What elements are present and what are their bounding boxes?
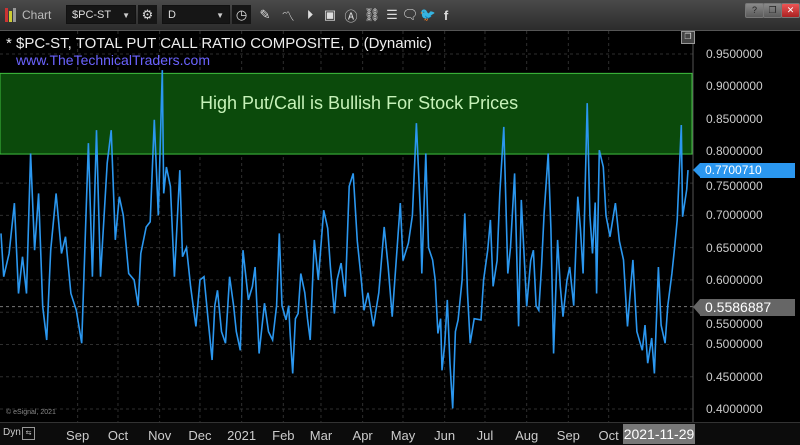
symbol-dropdown[interactable]: $PC-ST ▼ [66, 5, 136, 24]
y-tick-label: 0.5000000 [706, 337, 763, 352]
alert-icon[interactable]: Ⓐ [344, 8, 358, 24]
reference-value-label: 0.5586887 [693, 298, 795, 316]
y-tick-label: 0.6000000 [706, 272, 763, 287]
list-edit-icon[interactable]: ☰ [386, 7, 398, 22]
website-label: www.TheTechnicalTraders.com [16, 52, 210, 68]
annotation-text: High Put/Call is Bullish For Stock Price… [200, 93, 519, 113]
x-tick-label: May [390, 428, 416, 443]
reference-value-text: 0.5586887 [705, 298, 772, 315]
link-settings-icon: ⚙ [141, 6, 154, 22]
symbol-value: $PC-ST [72, 9, 112, 21]
y-tick-label: 0.6500000 [706, 240, 763, 255]
copyright: © eSignal, 2021 [6, 409, 56, 416]
y-tick-label: 0.9500000 [706, 47, 763, 61]
x-tick-label: Sep [66, 428, 90, 443]
y-tick-label: 0.8500000 [706, 111, 763, 126]
link-icon[interactable]: ⛓ [363, 7, 381, 22]
y-tick-label: 0.4000000 [706, 402, 763, 417]
y-tick-label: 0.7500000 [706, 179, 763, 194]
y-tick-label: 0.8000000 [706, 143, 763, 158]
last-value-label: 0.7700710 [693, 163, 795, 179]
window-title: Chart [22, 8, 52, 22]
restore-button[interactable]: ❐ [763, 3, 782, 18]
text-box-icon[interactable]: ▣ [323, 7, 337, 22]
pane-restore-icon[interactable]: ❐ [681, 31, 695, 44]
x-tick-label: Jul [476, 428, 494, 443]
facebook-icon[interactable]: f [443, 7, 449, 23]
x-axis[interactable]: Dyn ⇆ 2021-11-29 Sep Oct Nov Dec 2021 Feb Mar A… [0, 422, 800, 445]
x-tick-label: Aug [515, 428, 539, 443]
app-logo-icon [5, 8, 16, 22]
chart-toolbar: Chart $PC-ST ▼ ⚙ D ▼ ◷ ✎ 〽 ⏵ ▣ Ⓐ ⛓ ☰ 🗨 🐦 f… [0, 0, 800, 31]
x-tick-label: Oct [107, 428, 129, 443]
twitter-icon[interactable]: 🐦 [419, 7, 437, 22]
x-tick-label: Jun [434, 428, 456, 443]
series-line [0, 70, 689, 409]
last-value-text: 0.7700710 [705, 163, 762, 178]
y-tick-label: 0.9000000 [706, 79, 763, 94]
clock-icon: ◷ [235, 6, 248, 22]
price-chart[interactable] [0, 31, 800, 422]
axis-mode-icon[interactable]: ⇆ [22, 427, 35, 440]
time-template-button[interactable]: ◷ [232, 5, 251, 24]
y-tick-label: 0.7000000 [706, 208, 763, 223]
x-tick-label: Dec [188, 428, 212, 443]
chevron-down-icon: ▼ [216, 11, 224, 20]
y-tick-label: 0.4500000 [706, 369, 763, 384]
annotation-band [0, 72, 693, 155]
x-tick-label: 2021 [227, 428, 257, 443]
interval-value: D [168, 9, 176, 21]
y-tick-label: 0.5500000 [706, 316, 763, 331]
x-tick-label: Feb [272, 428, 295, 443]
x-tick-label: Nov [148, 428, 172, 443]
x-tick-label: Oct [598, 428, 619, 443]
chart-study-icon[interactable]: 〽 [281, 8, 295, 24]
chart-title: * $PC-ST, TOTAL PUT CALL RATIO COMPOSITE… [6, 35, 432, 52]
chevron-down-icon: ▼ [122, 11, 130, 20]
interval-dropdown[interactable]: D ▼ [162, 5, 230, 24]
comment-icon[interactable]: 🗨 [401, 7, 419, 22]
x-tick-label: Mar [309, 428, 333, 443]
x-tick-label: Sep [556, 428, 580, 443]
link-settings-button[interactable]: ⚙ [138, 5, 157, 24]
axis-mode-label[interactable]: Dyn [3, 427, 21, 438]
help-button[interactable]: ? [745, 3, 764, 18]
close-button[interactable]: ✕ [781, 3, 800, 18]
current-date-label: 2021-11-29 [623, 424, 695, 444]
pencil-icon[interactable]: ✎ [259, 7, 271, 22]
x-tick-label: Apr [352, 428, 373, 443]
play-icon[interactable]: ⏵ [306, 7, 314, 22]
